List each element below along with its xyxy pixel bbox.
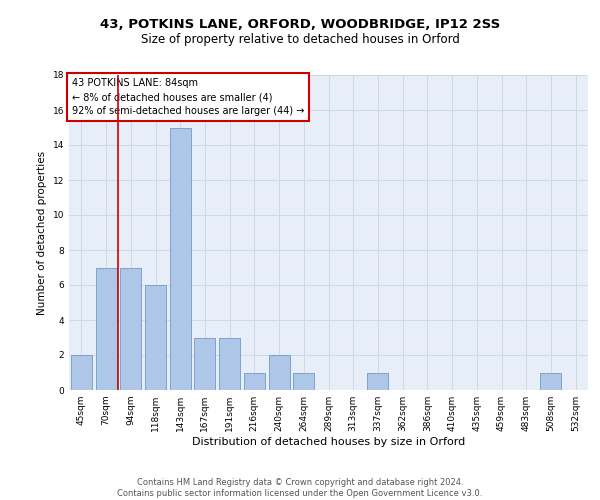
Bar: [293, 372, 314, 390]
Bar: [194, 338, 215, 390]
Bar: [170, 128, 191, 390]
Text: 43 POTKINS LANE: 84sqm
← 8% of detached houses are smaller (4)
92% of semi-detac: 43 POTKINS LANE: 84sqm ← 8% of detached …: [71, 78, 304, 116]
Bar: [145, 285, 166, 390]
Bar: [71, 355, 92, 390]
Bar: [367, 372, 388, 390]
Bar: [120, 268, 141, 390]
Bar: [95, 268, 116, 390]
Text: Size of property relative to detached houses in Orford: Size of property relative to detached ho…: [140, 32, 460, 46]
X-axis label: Distribution of detached houses by size in Orford: Distribution of detached houses by size …: [192, 437, 465, 447]
Y-axis label: Number of detached properties: Number of detached properties: [37, 150, 47, 314]
Bar: [541, 372, 562, 390]
Bar: [219, 338, 240, 390]
Text: Contains HM Land Registry data © Crown copyright and database right 2024.
Contai: Contains HM Land Registry data © Crown c…: [118, 478, 482, 498]
Bar: [244, 372, 265, 390]
Text: 43, POTKINS LANE, ORFORD, WOODBRIDGE, IP12 2SS: 43, POTKINS LANE, ORFORD, WOODBRIDGE, IP…: [100, 18, 500, 30]
Bar: [269, 355, 290, 390]
